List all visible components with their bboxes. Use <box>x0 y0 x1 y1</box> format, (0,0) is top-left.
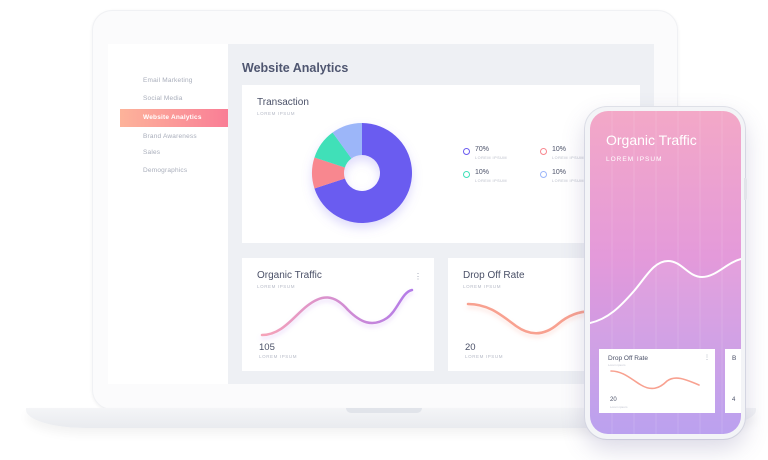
legend-value: 10% <box>552 169 567 176</box>
sidebar-item-sales[interactable]: Sales <box>143 149 161 156</box>
organic-traffic-card: Organic Traffic LOREM IPSUM ⋮ 105 LOREM … <box>242 258 434 371</box>
transaction-subtitle: LOREM IPSUM <box>257 111 296 116</box>
legend-ring-icon <box>463 171 470 178</box>
phone-card-title: Drop Off Rate <box>608 355 648 362</box>
phone-side-button <box>744 178 747 200</box>
sidebar-item-website-analytics[interactable]: Website Analytics <box>120 109 232 127</box>
phone-second-card: B 4 <box>725 349 741 413</box>
more-menu-icon[interactable]: ⋮ <box>414 272 422 281</box>
sidebar-item-demographics[interactable]: Demographics <box>143 167 188 174</box>
sidebar-item-brand-awareness[interactable]: Brand Awareness <box>143 133 197 140</box>
drop-off-rate-value: 20 <box>465 342 476 353</box>
phone-second-card-value: 4 <box>732 397 736 403</box>
phone-subtitle: LOREM IPSUM <box>606 156 663 163</box>
pie-slice <box>314 132 352 168</box>
phone-drop-off-card: Drop Off Rate Lorem ipsum ⋮ 20 Lorem ips… <box>599 349 715 413</box>
phone-second-card-title: B <box>732 355 737 362</box>
transaction-card: Transaction LOREM IPSUM 70% LOREM IPSUM … <box>242 85 640 243</box>
drop-off-rate-value-label: LOREM IPSUM <box>465 354 504 359</box>
organic-traffic-line <box>260 288 414 337</box>
drop-off-rate-line-chart <box>466 302 610 335</box>
legend-value: 10% <box>475 169 490 176</box>
legend-label: LOREM IPSUM <box>552 179 585 183</box>
page-title: Website Analytics <box>242 61 349 75</box>
transaction-title: Transaction <box>257 97 309 108</box>
laptop-base <box>26 408 756 428</box>
main-content: Website Analytics Transaction LOREM IPSU… <box>228 44 654 384</box>
organic-traffic-line-chart <box>260 288 414 337</box>
legend-label: LOREM IPSUM <box>475 156 508 160</box>
pie-slice <box>332 123 362 159</box>
phone-card-line-chart <box>610 370 700 390</box>
phone-screen: Organic Traffic LOREM IPSUM Drop Off Rat… <box>590 111 741 434</box>
organic-traffic-value-label: LOREM IPSUM <box>259 354 298 359</box>
legend-value: 10% <box>552 146 567 153</box>
legend-label: LOREM IPSUM <box>552 156 585 160</box>
organic-traffic-title: Organic Traffic <box>257 270 322 281</box>
phone-title: Organic Traffic <box>606 132 697 148</box>
phone-card-value-label: Lorem ipsum <box>610 405 628 409</box>
transaction-donut-chart <box>312 123 412 223</box>
legend-value: 70% <box>475 146 490 153</box>
laptop-notch <box>346 408 422 413</box>
drop-off-rate-line <box>466 302 610 335</box>
drop-off-rate-subtitle: LOREM IPSUM <box>463 284 502 289</box>
organic-traffic-subtitle: LOREM IPSUM <box>257 284 296 289</box>
phone-card-line <box>610 370 700 390</box>
drop-off-rate-title: Drop Off Rate <box>463 270 525 281</box>
more-menu-icon[interactable]: ⋮ <box>704 355 710 361</box>
pie-slice <box>314 123 412 223</box>
laptop-screen: Email Marketing Social Media Website Ana… <box>108 44 654 384</box>
organic-traffic-value: 105 <box>259 342 275 353</box>
sidebar-item-social-media[interactable]: Social Media <box>143 95 183 102</box>
legend-ring-icon <box>540 148 547 155</box>
legend-ring-icon <box>540 171 547 178</box>
pie-slice <box>312 157 345 189</box>
phone-card-subtitle: Lorem ipsum <box>608 363 626 367</box>
phone-card-value: 20 <box>610 397 617 403</box>
sidebar: Email Marketing Social Media Website Ana… <box>108 44 232 384</box>
legend-ring-icon <box>463 148 470 155</box>
legend-label: LOREM IPSUM <box>475 179 508 183</box>
sidebar-item-email-marketing[interactable]: Email Marketing <box>143 77 193 84</box>
phone-chart-line <box>590 258 741 324</box>
